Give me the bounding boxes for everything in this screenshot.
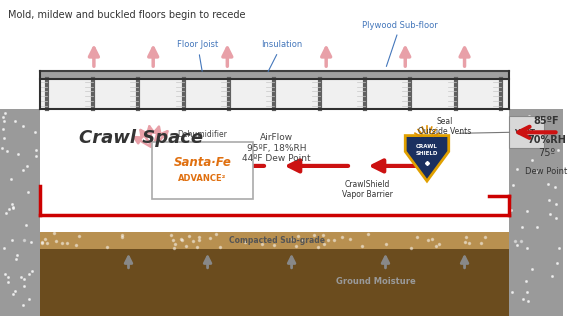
- Polygon shape: [0, 108, 39, 316]
- Text: 85ºF: 85ºF: [534, 116, 559, 126]
- Text: Compacted Sub-grade: Compacted Sub-grade: [229, 236, 325, 245]
- Polygon shape: [405, 135, 449, 181]
- Text: Dew Point: Dew Point: [526, 167, 568, 176]
- Text: ADVANCE²: ADVANCE²: [178, 174, 227, 183]
- Text: Insulation: Insulation: [261, 40, 302, 72]
- Text: SHIELD: SHIELD: [416, 151, 438, 156]
- Polygon shape: [39, 79, 509, 108]
- Polygon shape: [509, 108, 563, 316]
- Polygon shape: [20, 232, 529, 249]
- Polygon shape: [0, 249, 563, 316]
- Text: Santa·Fe: Santa·Fe: [174, 156, 231, 169]
- Polygon shape: [39, 71, 509, 79]
- Text: Mold, mildew and buckled floors begin to recede: Mold, mildew and buckled floors begin to…: [8, 10, 246, 20]
- Text: Floor Joist: Floor Joist: [177, 40, 218, 71]
- Text: Seal
Outside Vents: Seal Outside Vents: [418, 117, 471, 136]
- Text: Crawl Space: Crawl Space: [79, 129, 203, 147]
- Text: CRAWL: CRAWL: [416, 143, 438, 149]
- Text: 70%RH: 70%RH: [527, 135, 566, 145]
- Text: Dehumidifier: Dehumidifier: [178, 130, 227, 139]
- Text: Plywood Sub-floor: Plywood Sub-floor: [363, 21, 438, 66]
- FancyBboxPatch shape: [152, 142, 253, 198]
- Polygon shape: [39, 108, 509, 217]
- Text: CrawlShield
Vapor Barrier: CrawlShield Vapor Barrier: [342, 180, 393, 199]
- Text: AirFlow
95ºF, 18%RH
44ºF Dew Point: AirFlow 95ºF, 18%RH 44ºF Dew Point: [242, 133, 311, 163]
- Text: VENT: VENT: [515, 129, 536, 135]
- FancyBboxPatch shape: [509, 116, 544, 148]
- Text: Ground Moisture: Ground Moisture: [336, 277, 416, 286]
- Text: 75º: 75º: [538, 148, 555, 158]
